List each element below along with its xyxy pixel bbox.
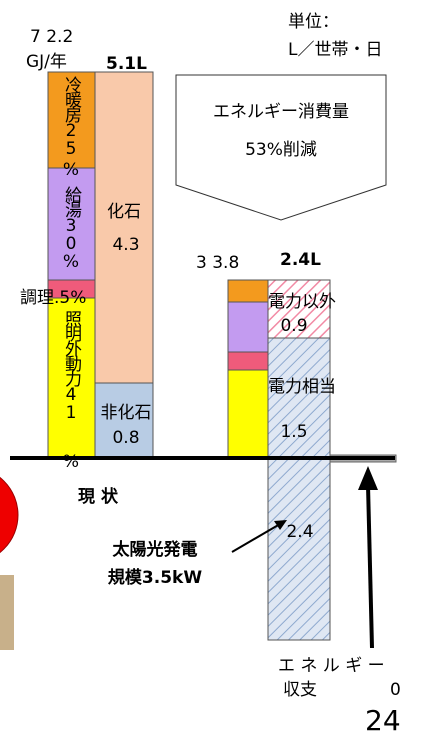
cooking: 調理.5% xyxy=(20,288,86,308)
total-energy: 7 2.2 xyxy=(30,27,73,47)
slide: 単位： L／世帯・日 7 2.2 GJ/年 5.1L 冷暖房25 % 給湯30 … xyxy=(0,0,440,743)
non-electric-value: 0.9 xyxy=(280,316,307,336)
solar-label2: 規模3.5kW xyxy=(108,567,202,588)
balance-label1: エ ネ ル ギ ー xyxy=(278,656,385,676)
non-fossil-label: 非化石 xyxy=(101,403,152,423)
non-electric-label: 電力以外 xyxy=(268,292,336,312)
page-number: 24 xyxy=(365,704,401,737)
current-caption: 現 状 xyxy=(78,486,119,507)
fossil-label: 化石 xyxy=(107,202,141,222)
solar-label1: 太陽光発電 xyxy=(113,539,198,560)
future-volume: 2.4L xyxy=(280,250,321,270)
balance-value: 0 xyxy=(390,680,401,700)
energy-unit: GJ/年 xyxy=(26,52,67,72)
reduction-line2: 53%削減 xyxy=(245,140,317,160)
electric-label: 電力相当 xyxy=(268,377,336,397)
balance-arrowhead xyxy=(358,466,378,490)
lighting: 照明外動力41 xyxy=(61,310,82,421)
unit: L／世帯・日 xyxy=(288,40,382,60)
hot-water-pct: % xyxy=(63,252,79,272)
balance-arrow xyxy=(368,485,372,648)
reduction-line1: エネルギー消費量 xyxy=(213,102,349,122)
lighting-pct: % xyxy=(63,452,79,472)
non-fossil-value: 0.8 xyxy=(112,428,139,448)
future-energy: 3 3.8 xyxy=(196,253,239,273)
electric-value: 1.5 xyxy=(280,422,307,442)
balance-label2: 収支 xyxy=(283,680,317,700)
hot-water: 給湯30 xyxy=(61,186,82,252)
fossil-value: 4.3 xyxy=(112,235,139,255)
solar-value: 2.4 xyxy=(286,522,313,542)
cooling-heating: 冷暖房25 xyxy=(61,76,82,157)
unit-label: 単位： xyxy=(288,12,339,32)
total-volume: 5.1L xyxy=(106,54,147,74)
cooling-pct: % xyxy=(63,160,79,180)
decor xyxy=(0,467,18,650)
